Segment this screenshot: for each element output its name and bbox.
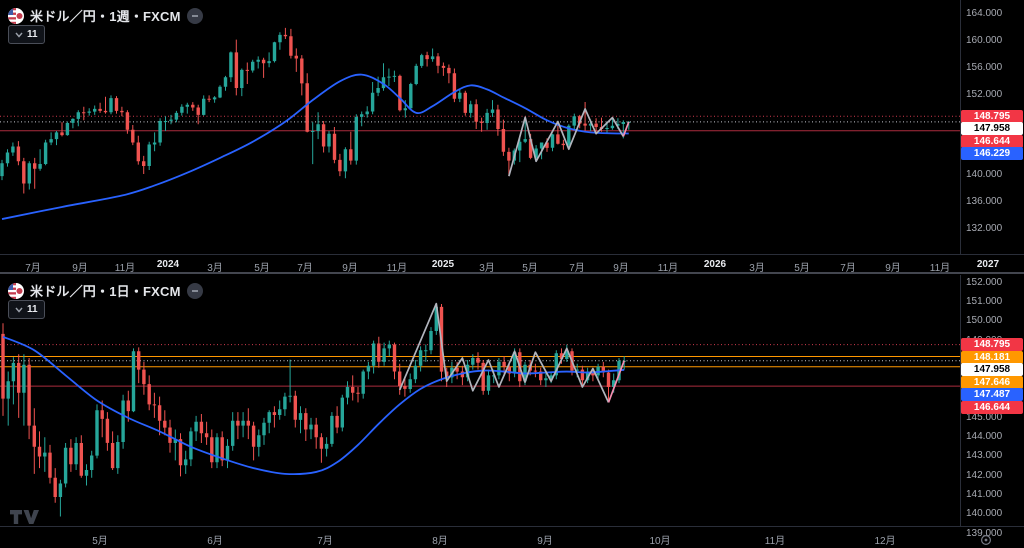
time-axis-label: 11月 xyxy=(929,263,951,274)
weekly-symbol-title[interactable]: 米ドル／円・1週・FXCM xyxy=(30,9,181,24)
weekly-indicators-badge[interactable]: 11 xyxy=(8,25,45,44)
price-tick-label: 144.000 xyxy=(966,431,1003,442)
time-axis-label: 11月 xyxy=(657,263,679,274)
time-axis-label: 2024 xyxy=(156,259,180,270)
time-axis-label: 7月 xyxy=(317,536,333,547)
price-label-146.644[interactable]: 146.644 xyxy=(961,401,1023,414)
time-axis-label: 9月 xyxy=(342,263,358,274)
price-tick-label: 160.000 xyxy=(966,35,1003,46)
price-axis-border xyxy=(960,275,961,527)
time-axis-label: 5月 xyxy=(794,263,810,274)
price-tick-label: 139.000 xyxy=(966,528,1003,539)
price-tick-label: 132.000 xyxy=(966,223,1003,234)
price-label-148.181[interactable]: 148.181 xyxy=(961,351,1023,364)
price-tick-label: 150.000 xyxy=(966,315,1003,326)
minus-icon xyxy=(191,289,198,292)
axis-divider xyxy=(0,526,1024,527)
price-label-146.644[interactable]: 146.644 xyxy=(961,135,1023,148)
zigzag-line[interactable] xyxy=(508,108,625,177)
price-tick-label: 151.000 xyxy=(966,296,1003,307)
axis-divider xyxy=(0,254,1024,255)
price-tick-label: 141.000 xyxy=(966,489,1003,500)
weekly-chart-canvas[interactable] xyxy=(0,0,960,254)
time-axis-label: 7月 xyxy=(569,263,585,274)
time-axis-label: 10月 xyxy=(649,536,671,547)
time-axis-label: 9月 xyxy=(537,536,553,547)
daily-indicators-badge[interactable]: 11 xyxy=(8,300,45,319)
time-axis-label: 11月 xyxy=(764,536,786,547)
price-label-147.958[interactable]: 147.958 xyxy=(961,363,1023,376)
time-axis-label: 3月 xyxy=(479,263,495,274)
time-axis-label: 6月 xyxy=(207,536,223,547)
collapse-pane-button[interactable] xyxy=(186,282,203,299)
time-axis-label: 11月 xyxy=(114,263,136,274)
indicator-count: 11 xyxy=(27,304,38,315)
price-tick-label: 156.000 xyxy=(966,62,1003,73)
time-axis-label: 5月 xyxy=(92,536,108,547)
time-axis-label: 9月 xyxy=(72,263,88,274)
price-label-148.795[interactable]: 148.795 xyxy=(961,338,1023,351)
price-tick-label: 142.000 xyxy=(966,470,1003,481)
time-axis-label: 5月 xyxy=(522,263,538,274)
daily-chart-canvas[interactable] xyxy=(0,275,960,526)
time-axis-label: 2025 xyxy=(431,259,455,270)
time-axis-label: 7月 xyxy=(840,263,856,274)
price-axis-border xyxy=(960,0,961,254)
time-axis-label: 3月 xyxy=(749,263,765,274)
price-tick-label: 145.000 xyxy=(966,412,1003,423)
time-axis-label: 5月 xyxy=(254,263,270,274)
price-label-147.646[interactable]: 147.646 xyxy=(961,376,1023,389)
price-tick-label: 164.000 xyxy=(966,8,1003,19)
time-axis-label: 8月 xyxy=(432,536,448,547)
daily-symbol-header: 米ドル／円・1日・FXCM xyxy=(8,281,203,300)
daily-time-axis[interactable]: 5月 6月 7月 8月 9月 10月 11月 12月 xyxy=(0,527,1024,548)
price-tick-label: 152.000 xyxy=(966,277,1003,288)
chevron-down-icon xyxy=(15,32,23,38)
price-tick-label: 143.000 xyxy=(966,450,1003,461)
candle-wicks xyxy=(17,27,602,194)
price-tick-label: 140.000 xyxy=(966,508,1003,519)
time-axis-label: 2026 xyxy=(703,259,727,270)
price-label-147.958[interactable]: 147.958 xyxy=(961,122,1023,135)
candle-bodies xyxy=(16,34,604,184)
price-label-148.795[interactable]: 148.795 xyxy=(961,110,1023,123)
price-tick-label: 152.000 xyxy=(966,89,1003,100)
indicator-count: 11 xyxy=(27,29,38,40)
crosshair-target-icon[interactable] xyxy=(980,534,992,546)
minus-icon xyxy=(191,14,198,17)
time-axis-label: 7月 xyxy=(25,263,41,274)
time-axis-label: 2027 xyxy=(976,259,1000,270)
chevron-down-icon xyxy=(15,307,23,313)
time-axis-label: 12月 xyxy=(874,536,896,547)
candle-wicks xyxy=(7,303,625,517)
price-label-147.487[interactable]: 147.487 xyxy=(961,388,1023,401)
weekly-symbol-header: 米ドル／円・1週・FXCM xyxy=(8,6,203,25)
daily-symbol-title[interactable]: 米ドル／円・1日・FXCM xyxy=(30,284,181,299)
zigzag-line[interactable] xyxy=(398,302,610,403)
usdjpy-flag-icon xyxy=(8,282,24,299)
price-label-146.229[interactable]: 146.229 xyxy=(961,147,1023,160)
time-axis-label: 9月 xyxy=(613,263,629,274)
time-axis-label: 11月 xyxy=(386,263,408,274)
zigzag-active-segment xyxy=(622,121,630,137)
time-axis-label: 9月 xyxy=(885,263,901,274)
price-tick-label: 136.000 xyxy=(966,196,1003,207)
price-tick-label: 140.000 xyxy=(966,169,1003,180)
zigzag-active-segment xyxy=(607,360,625,403)
time-axis-label: 7月 xyxy=(297,263,313,274)
moving-average-line[interactable] xyxy=(1,73,629,220)
usdjpy-flag-icon xyxy=(8,7,24,24)
weekly-time-axis[interactable]: 7月 9月 11月 2024 3月 5月 7月 9月 11月 2025 3月 5月 7月 9月 11月 202… xyxy=(0,254,1024,274)
time-axis-label: 3月 xyxy=(207,263,223,274)
tradingview-logo[interactable] xyxy=(9,508,39,528)
pane-separator[interactable] xyxy=(0,272,1024,274)
moving-average-line[interactable] xyxy=(2,335,625,476)
collapse-pane-button[interactable] xyxy=(186,7,203,24)
